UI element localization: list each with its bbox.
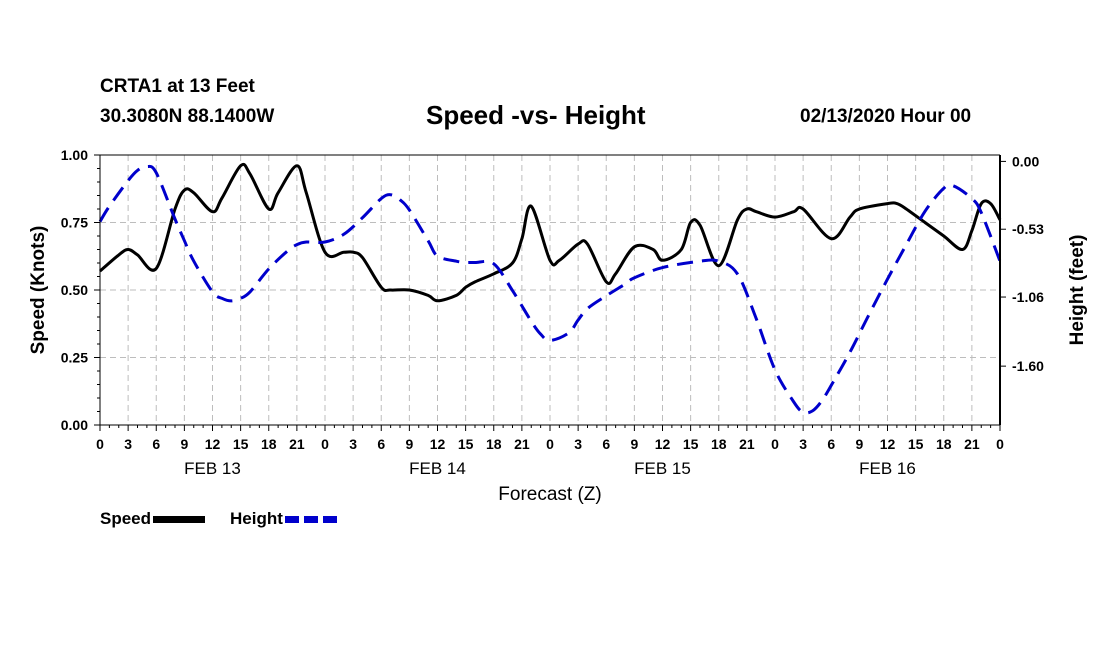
legend-speed: Speed [100,509,206,529]
x-tick-label: 0 [321,436,329,452]
day-label: FEB 13 [184,459,241,478]
left-tick-label: 0.75 [61,215,88,231]
x-tick-label: 18 [936,436,952,452]
plot-frame [94,154,1006,431]
x-tick-label: 9 [855,436,863,452]
forecast-run-time: 02/13/2020 Hour 00 [800,106,972,127]
right-tick-label: -0.53 [1012,221,1044,237]
right-tick-label: -1.06 [1012,289,1044,305]
x-tick-label: 21 [739,436,755,452]
x-tick-label: 6 [602,436,610,452]
left-tick-label: 0.25 [61,350,88,366]
x-tick-label: 3 [124,436,132,452]
gridlines [100,155,1000,425]
station-name: CRTA1 at 13 Feet [100,76,255,97]
chart-title: Speed -vs- Height [426,100,646,130]
x-tick-label: 18 [486,436,502,452]
x-tick-label: 9 [630,436,638,452]
x-tick-label: 18 [711,436,727,452]
left-tick-label: 1.00 [61,147,88,163]
x-tick-label: 21 [514,436,530,452]
x-tick-label: 0 [771,436,779,452]
x-tick-label: 18 [261,436,277,452]
x-tick-label: 6 [827,436,835,452]
left-tick-label: 0.00 [61,417,88,433]
x-axis-title: Forecast (Z) [498,484,601,505]
legend-height-label: Height [230,509,283,528]
right-axis-title: Height (feet) [1067,235,1088,346]
x-tick-label: 15 [683,436,699,452]
x-tick-label: 6 [152,436,160,452]
series-lines [98,162,1002,415]
day-label: FEB 16 [859,459,916,478]
x-tick-label: 12 [880,436,896,452]
x-tick-label: 3 [574,436,582,452]
x-tick-label: 6 [377,436,385,452]
x-tick-label: 12 [430,436,446,452]
x-tick-label: 12 [205,436,221,452]
x-tick-label: 0 [546,436,554,452]
x-tick-label: 0 [96,436,104,452]
x-tick-label: 15 [908,436,924,452]
series-line-speed [99,162,1002,303]
series-line-height [98,164,1002,415]
x-tick-label: 15 [458,436,474,452]
legend-height-swatch [284,516,337,524]
left-tick-label: 0.50 [61,282,88,298]
x-tick-label: 9 [405,436,413,452]
day-label: FEB 14 [409,459,466,478]
axis-labels: 0 3 6 9 12 15 18 21 0 3 6 9 12 15 18 21 0 3 6 9 12 15 18 21 0 3 6 9… [28,147,1088,505]
right-tick-label: 0.00 [1012,153,1039,169]
x-tick-label: 15 [233,436,249,452]
legend-speed-label: Speed [100,509,152,528]
legend-speed-swatch [153,516,206,524]
right-tick-label: -1.60 [1012,358,1044,374]
x-tick-label: 12 [655,436,671,452]
station-coordinates: 30.3080N 88.1400W [100,106,275,127]
x-tick-label: 3 [349,436,357,452]
x-tick-label: 9 [180,436,188,452]
x-tick-label: 3 [799,436,807,452]
x-tick-label: 0 [996,436,1004,452]
x-tick-label: 21 [289,436,305,452]
x-tick-label: 21 [964,436,980,452]
legend-height: Height [230,509,337,529]
left-axis-title: Speed (Knots) [28,226,49,355]
day-label: FEB 15 [634,459,691,478]
